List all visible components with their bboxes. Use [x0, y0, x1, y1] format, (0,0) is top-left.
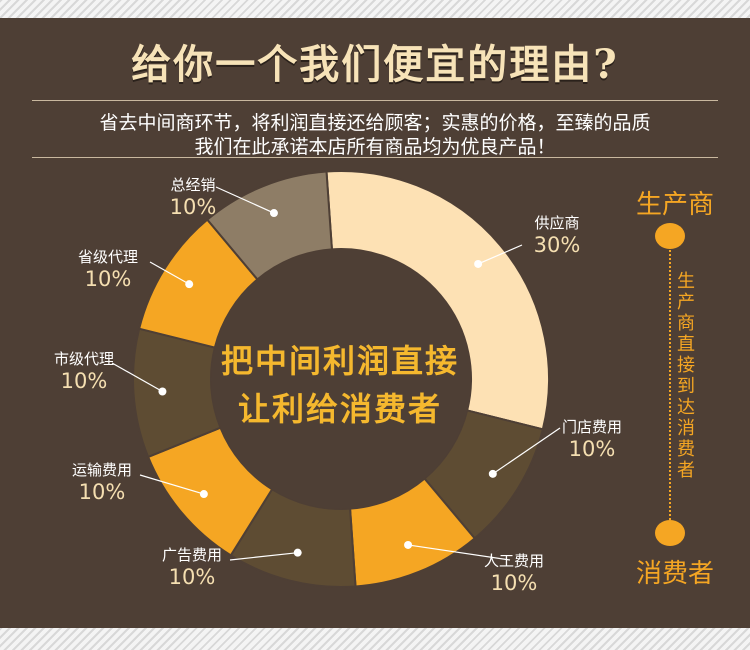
producer-dot-icon [655, 223, 685, 249]
slice-name: 市级代理 [53, 350, 114, 368]
leader-dot-4 [199, 490, 208, 499]
slice-label-2: 人工费用 10% [474, 552, 554, 596]
leader-dot-2 [404, 540, 413, 549]
leader-dot-3 [293, 548, 302, 557]
subtitle-line-1: 省去中间商环节，将利润直接还给顾客；实惠的价格，至臻的品质 [99, 112, 651, 134]
divider-bottom [32, 157, 718, 158]
slice-percent: 10% [490, 571, 538, 595]
slice-percent: 10% [78, 480, 126, 504]
slice-name: 门店费用 [561, 418, 622, 436]
slice-name: 广告费用 [161, 546, 222, 564]
center-text-line-2: 让利给消费者 [237, 390, 442, 428]
slice-label-4: 运输费用 10% [62, 461, 142, 505]
flow-dotted-line [669, 250, 671, 520]
slice-percent: 30% [533, 233, 581, 257]
top-stripe-border [0, 0, 750, 18]
slice-label-6: 省级代理 10% [68, 248, 148, 292]
bottom-stripe-border [0, 628, 750, 650]
slice-name: 供应商 [534, 214, 580, 232]
slice-name: 人工费用 [483, 552, 544, 570]
consumer-label: 消费者 [635, 559, 714, 589]
donut-hole [211, 249, 471, 509]
slice-percent: 10% [168, 565, 216, 589]
slice-percent: 10% [84, 267, 132, 291]
leader-line-3 [229, 552, 298, 561]
slice-label-5: 市级代理 10% [44, 350, 124, 394]
leader-dot-0 [474, 259, 483, 268]
leader-line-6 [149, 261, 190, 285]
consumer-dot-icon [655, 520, 685, 546]
center-text-line-1: 把中间利润直接 [220, 342, 459, 380]
slice-label-0: 供应商 30% [522, 214, 592, 258]
page-title: 给你一个我们便宜的理由? [131, 41, 619, 88]
subtitle-line-2: 我们在此承诺本店所有商品均为优良产品！ [194, 136, 556, 158]
divider-top [32, 100, 718, 101]
leader-dot-5 [158, 387, 167, 396]
slice-label-7: 总经销 10% [158, 176, 228, 220]
leader-line-2 [407, 544, 511, 561]
leader-line-5 [111, 362, 163, 393]
slice-percent: 10% [169, 195, 217, 219]
slice-percent: 10% [60, 369, 108, 393]
leader-dot-1 [488, 469, 497, 478]
leader-line-4 [139, 474, 205, 495]
slice-name: 运输费用 [71, 461, 132, 479]
slice-name: 省级代理 [77, 248, 138, 266]
slice-name: 总经销 [170, 176, 216, 194]
flow-text: 生产商直接到达消费者 [677, 271, 695, 481]
leader-dot-6 [185, 280, 194, 289]
slice-label-1: 门店费用 10% [552, 418, 632, 462]
producer-label: 生产商 [635, 190, 714, 220]
leader-line-7 [215, 186, 275, 214]
slice-percent: 10% [568, 437, 616, 461]
leader-line-0 [477, 244, 523, 265]
leader-line-1 [492, 427, 561, 475]
slice-label-3: 广告费用 10% [152, 546, 232, 590]
leader-dot-7 [269, 209, 278, 218]
